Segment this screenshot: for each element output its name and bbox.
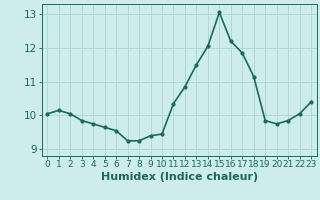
X-axis label: Humidex (Indice chaleur): Humidex (Indice chaleur) (100, 172, 258, 182)
